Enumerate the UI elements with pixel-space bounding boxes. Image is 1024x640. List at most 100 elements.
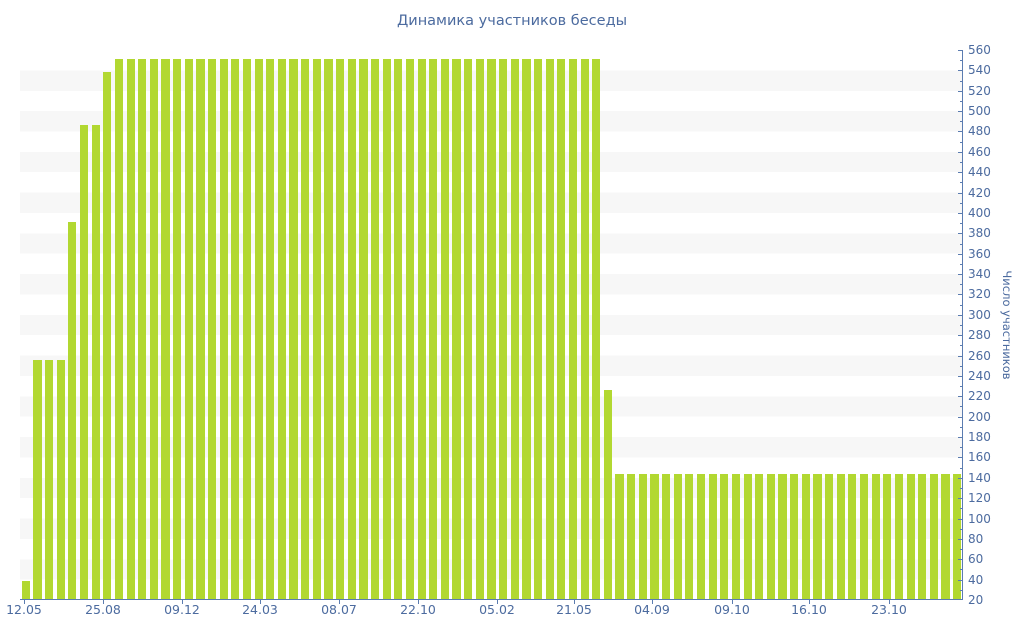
- bar[interactable]: [79, 125, 89, 599]
- x-tick-mark: [103, 600, 104, 604]
- bar[interactable]: [219, 59, 228, 599]
- bar[interactable]: [452, 59, 461, 599]
- bar[interactable]: [499, 59, 508, 599]
- x-axis-tick-label: 09.10: [714, 602, 750, 617]
- bar[interactable]: [603, 390, 612, 599]
- bar[interactable]: [533, 59, 543, 599]
- bar[interactable]: [871, 473, 880, 599]
- y-minor-tick-mark: [959, 528, 962, 530]
- bar[interactable]: [685, 473, 694, 599]
- bar[interactable]: [138, 59, 147, 599]
- y-axis-tick-label: 440: [968, 165, 991, 180]
- bar[interactable]: [720, 473, 729, 599]
- y-major-tick-mark: [958, 396, 962, 398]
- bar[interactable]: [673, 473, 682, 599]
- bar[interactable]: [394, 59, 403, 599]
- bar[interactable]: [708, 473, 717, 599]
- bar[interactable]: [929, 473, 938, 599]
- bar[interactable]: [836, 473, 845, 599]
- bar[interactable]: [627, 473, 636, 599]
- y-major-tick-mark: [958, 253, 962, 255]
- bar[interactable]: [370, 59, 380, 599]
- bar[interactable]: [510, 59, 519, 599]
- bar[interactable]: [941, 473, 950, 599]
- y-axis-tick-label: 40: [968, 572, 984, 587]
- y-major-tick-mark: [958, 599, 962, 600]
- bar[interactable]: [33, 359, 42, 599]
- x-tick-mark: [809, 600, 810, 604]
- bar[interactable]: [126, 59, 135, 599]
- bar[interactable]: [859, 473, 869, 599]
- bar[interactable]: [103, 72, 112, 599]
- bar[interactable]: [696, 473, 706, 599]
- bar[interactable]: [45, 359, 54, 599]
- bar[interactable]: [417, 59, 426, 599]
- bar[interactable]: [405, 59, 415, 599]
- bar[interactable]: [312, 59, 321, 599]
- bar[interactable]: [184, 59, 193, 599]
- bar[interactable]: [266, 59, 275, 599]
- bar[interactable]: [277, 59, 287, 599]
- x-tick-mark: [497, 600, 498, 604]
- bar[interactable]: [568, 59, 578, 599]
- y-axis-tick-label: 420: [968, 185, 991, 200]
- bar[interactable]: [464, 59, 473, 599]
- bar[interactable]: [289, 59, 298, 599]
- bar[interactable]: [382, 59, 391, 599]
- bar[interactable]: [91, 125, 100, 599]
- bar[interactable]: [254, 59, 263, 599]
- y-major-tick-mark: [958, 131, 962, 133]
- y-major-tick-mark: [958, 477, 962, 479]
- bar[interactable]: [242, 59, 252, 599]
- bar[interactable]: [56, 359, 65, 599]
- bar[interactable]: [801, 473, 810, 599]
- bar[interactable]: [848, 473, 857, 599]
- bar[interactable]: [778, 473, 787, 599]
- bar[interactable]: [522, 59, 531, 599]
- bar[interactable]: [429, 59, 438, 599]
- bar[interactable]: [894, 473, 904, 599]
- x-tick-mark: [889, 600, 890, 604]
- bar[interactable]: [324, 59, 333, 599]
- bar[interactable]: [21, 580, 30, 599]
- bar[interactable]: [545, 59, 554, 599]
- bar[interactable]: [440, 59, 450, 599]
- bar[interactable]: [359, 59, 368, 599]
- y-axis-tick-label: 120: [968, 491, 991, 506]
- bar[interactable]: [207, 59, 217, 599]
- bar[interactable]: [149, 59, 158, 599]
- bar[interactable]: [638, 473, 647, 599]
- bar[interactable]: [883, 473, 892, 599]
- y-minor-tick-mark: [959, 263, 962, 265]
- bar[interactable]: [662, 473, 671, 599]
- bar[interactable]: [592, 59, 601, 599]
- bar[interactable]: [231, 59, 240, 599]
- bar[interactable]: [475, 59, 484, 599]
- y-minor-tick-mark: [959, 508, 962, 510]
- bar[interactable]: [790, 473, 799, 599]
- bar[interactable]: [953, 473, 962, 599]
- bar[interactable]: [580, 59, 589, 599]
- bar[interactable]: [114, 59, 124, 599]
- bar[interactable]: [68, 222, 77, 599]
- bar[interactable]: [766, 473, 775, 599]
- bar[interactable]: [557, 59, 566, 599]
- bar[interactable]: [615, 473, 624, 599]
- bar[interactable]: [825, 473, 834, 599]
- bar[interactable]: [161, 59, 170, 599]
- bar[interactable]: [336, 59, 345, 599]
- bar[interactable]: [347, 59, 356, 599]
- bar[interactable]: [650, 473, 659, 599]
- bar[interactable]: [487, 59, 496, 599]
- x-axis-tick-label: 21.05: [556, 602, 592, 617]
- bar[interactable]: [173, 59, 182, 599]
- bar[interactable]: [918, 473, 927, 599]
- bar[interactable]: [906, 473, 915, 599]
- bar[interactable]: [813, 473, 822, 599]
- bar[interactable]: [301, 59, 310, 599]
- bar[interactable]: [755, 473, 764, 599]
- bar[interactable]: [743, 473, 752, 599]
- bar[interactable]: [196, 59, 205, 599]
- y-major-tick-mark: [958, 90, 962, 92]
- bar[interactable]: [731, 473, 741, 599]
